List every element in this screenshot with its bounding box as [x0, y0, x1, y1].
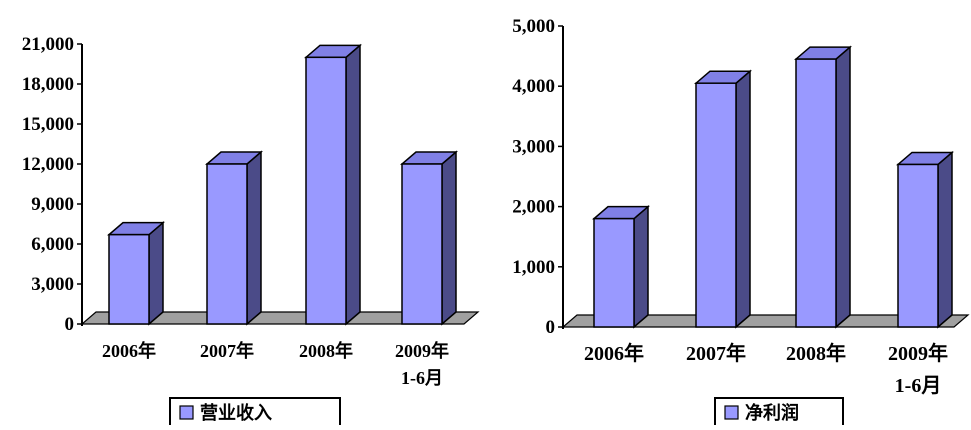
- legend: 营业收入: [169, 397, 341, 427]
- bar: [204, 150, 264, 326]
- x-tick-label: 2006年: [584, 341, 644, 365]
- y-tick-label: 18,000: [22, 74, 74, 95]
- legend-swatch: [179, 405, 194, 420]
- y-tick-label: 6,000: [31, 234, 74, 255]
- x-tick-label: 2008年: [299, 340, 353, 361]
- bar-side: [345, 43, 361, 326]
- bar-side: [633, 205, 649, 329]
- x-tick-label: 2009年: [888, 341, 948, 365]
- x-tick-label: 2006年: [102, 340, 156, 361]
- legend-label: 营业收入: [200, 402, 272, 423]
- y-tick-label: 4,000: [512, 76, 555, 97]
- y-tick-label: 2,000: [512, 197, 555, 218]
- bar: [693, 69, 753, 329]
- legend-label: 净利润: [745, 402, 799, 423]
- bar-side: [148, 221, 164, 326]
- y-tick-label: 0: [546, 317, 556, 338]
- x-tick-label: 1-6月: [895, 375, 942, 397]
- x-tick-label: 1-6月: [401, 368, 443, 388]
- bar: [399, 150, 459, 326]
- x-tick-label: 2009年: [395, 340, 449, 361]
- bar-side: [441, 150, 457, 326]
- y-tick-label: 0: [65, 314, 75, 335]
- bar-side: [246, 150, 262, 326]
- bar: [591, 205, 651, 329]
- bar-front: [401, 163, 443, 325]
- bar-side: [735, 69, 751, 329]
- bar: [793, 45, 853, 329]
- bar-front: [206, 163, 248, 325]
- y-tick-label: 1,000: [512, 257, 555, 278]
- bar-front: [108, 233, 150, 325]
- bar-side: [937, 150, 953, 329]
- bar: [895, 150, 955, 329]
- bar-front: [305, 56, 347, 325]
- y-tick-label: 3,000: [31, 274, 74, 295]
- bar-front: [695, 82, 737, 328]
- legend-box: [169, 397, 341, 427]
- bar-front: [795, 58, 837, 328]
- bar-side: [835, 45, 851, 329]
- legend: 净利润: [714, 397, 844, 427]
- bar: [303, 43, 363, 326]
- bar-front: [593, 217, 635, 328]
- chart-1: 0 3,000 6,000 9,000 12,000 15,000 18,000 21,000…: [22, 34, 480, 427]
- y-tick-label: 15,000: [22, 114, 74, 135]
- y-tick-label: 21,000: [22, 34, 74, 55]
- x-tick-label: 2007年: [200, 340, 254, 361]
- y-tick-label: 5,000: [512, 16, 555, 37]
- y-tick-label: 3,000: [512, 136, 555, 157]
- x-tick-label: 2007年: [686, 341, 746, 365]
- chart-2: 0 1,000 2,000 3,000 4,000 5,000 2006年 2007年 2008…: [512, 16, 970, 427]
- x-tick-label: 2008年: [786, 341, 846, 365]
- y-tick-label: 12,000: [22, 154, 74, 175]
- bar: [106, 221, 166, 326]
- y-tick-label: 9,000: [31, 194, 74, 215]
- bar-front: [897, 163, 939, 328]
- legend-swatch: [724, 405, 739, 420]
